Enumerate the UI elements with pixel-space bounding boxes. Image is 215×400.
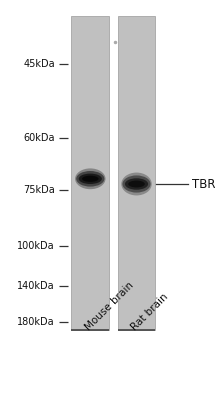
- Ellipse shape: [79, 174, 102, 184]
- Ellipse shape: [128, 180, 145, 188]
- Ellipse shape: [121, 172, 152, 196]
- Text: Rat brain: Rat brain: [129, 291, 170, 332]
- Text: 140kDa: 140kDa: [17, 281, 55, 291]
- Text: 60kDa: 60kDa: [23, 133, 55, 143]
- Text: 45kDa: 45kDa: [23, 59, 55, 69]
- Ellipse shape: [125, 178, 148, 190]
- Bar: [71, 16, 109, 330]
- Text: 100kDa: 100kDa: [17, 241, 55, 251]
- Text: TBR1: TBR1: [192, 178, 215, 190]
- Ellipse shape: [123, 176, 150, 192]
- Ellipse shape: [82, 176, 98, 182]
- Ellipse shape: [75, 168, 106, 189]
- Text: 180kDa: 180kDa: [17, 317, 55, 327]
- Text: Mouse brain: Mouse brain: [83, 280, 135, 332]
- Text: 75kDa: 75kDa: [23, 185, 55, 195]
- Ellipse shape: [76, 171, 104, 186]
- Bar: [118, 16, 155, 330]
